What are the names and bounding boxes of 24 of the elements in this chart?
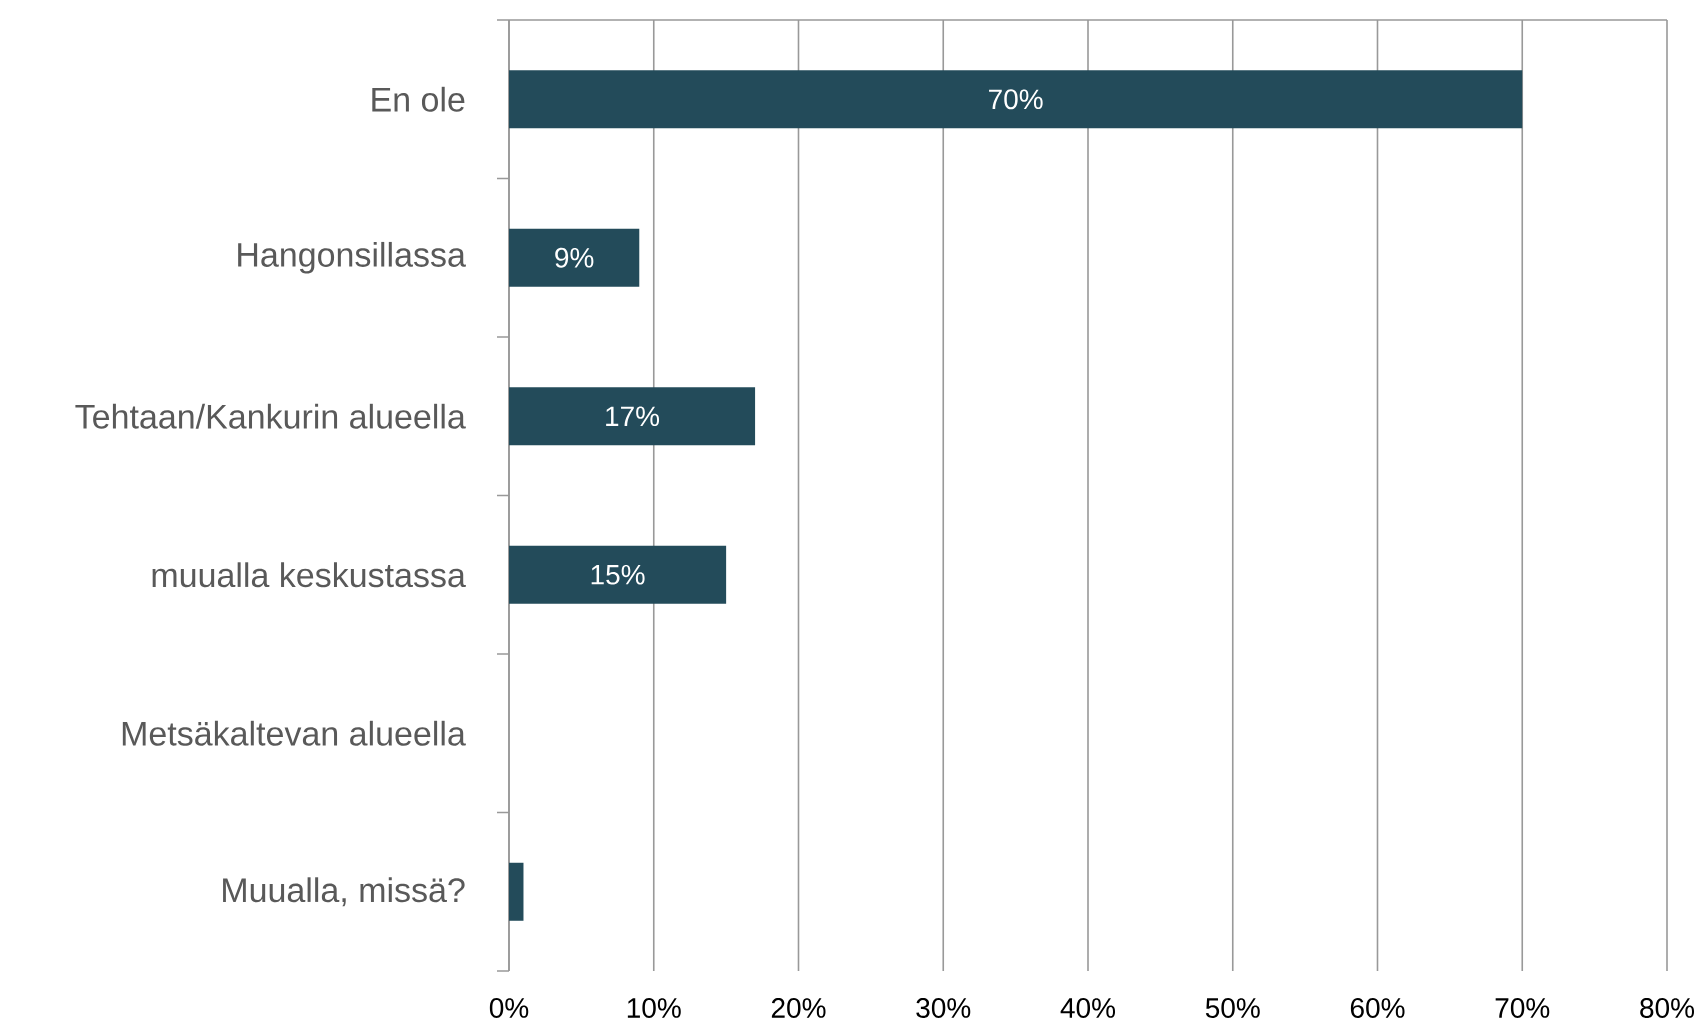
x-tick-label: 80% bbox=[1640, 998, 1695, 1018]
bar bbox=[509, 228, 640, 287]
bar bbox=[509, 387, 756, 446]
y-tick-label: muualla keskustassa bbox=[152, 562, 466, 588]
x-tick-label: 30% bbox=[916, 998, 971, 1018]
x-tick-label: 60% bbox=[1350, 998, 1405, 1018]
x-tick-label: 40% bbox=[1060, 998, 1116, 1018]
data-label: 15% bbox=[591, 564, 645, 585]
bar bbox=[509, 862, 524, 921]
data-label: 17% bbox=[606, 406, 660, 427]
bar bbox=[509, 545, 727, 604]
y-tick-label: Tehtaan/Kankurin alueella bbox=[75, 403, 466, 429]
y-tick-label: Metsäkaltevan alueella bbox=[122, 720, 466, 746]
x-tick-label: 20% bbox=[771, 998, 826, 1018]
data-label: 70% bbox=[989, 89, 1043, 110]
x-tick-label: 0% bbox=[489, 998, 529, 1018]
bar bbox=[509, 70, 1523, 129]
x-tick-label: 70% bbox=[1495, 998, 1550, 1018]
x-tick-label: 50% bbox=[1205, 998, 1260, 1018]
y-tick-label: Hangonsillassa bbox=[238, 241, 466, 274]
x-tick-label: 10% bbox=[627, 998, 681, 1018]
data-label: 9% bbox=[555, 247, 594, 268]
y-tick-label: En ole bbox=[372, 86, 465, 112]
y-tick-label: Muualla, missä? bbox=[223, 877, 465, 907]
